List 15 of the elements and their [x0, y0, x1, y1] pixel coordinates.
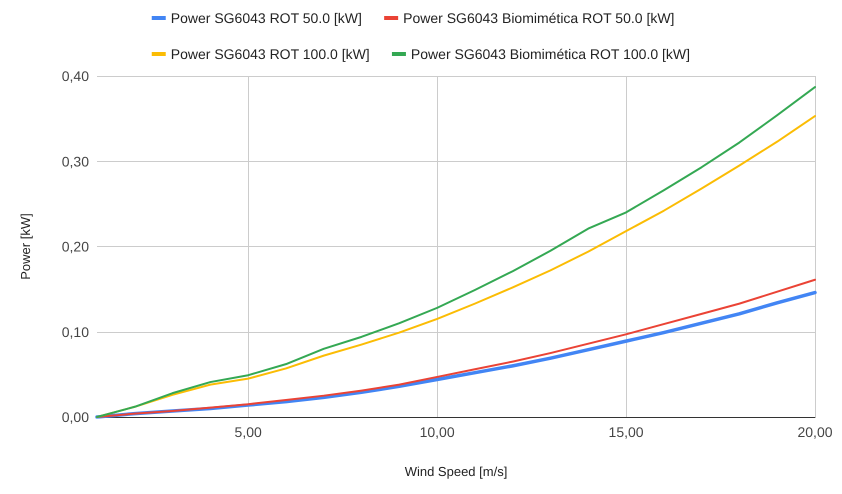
y-axis-title: Power [kW] — [18, 213, 33, 280]
legend-label: Power SG6043 ROT 50.0 [kW] — [170, 10, 362, 26]
x-tick-label: 10,00 — [420, 424, 455, 440]
y-tick-label: 0,40 — [62, 68, 90, 84]
x-tick-label: 5,00 — [234, 424, 262, 440]
y-tick-label: 0,20 — [62, 238, 90, 254]
legend-label: Power SG6043 Biomimética ROT 50.0 [kW] — [403, 10, 674, 26]
y-tick-label: 0,00 — [62, 409, 90, 425]
x-tick-label: 15,00 — [608, 424, 644, 440]
x-axis-title: Wind Speed [m/s] — [404, 464, 508, 479]
y-tick-label: 0,30 — [62, 153, 90, 170]
x-tick-label: 20,00 — [797, 424, 833, 440]
y-tick-label: 0,10 — [62, 324, 90, 340]
legend-label: Power SG6043 ROT 100.0 [kW] — [170, 46, 370, 62]
legend-label: Power SG6043 Biomimética ROT 100.0 [kW] — [410, 46, 690, 62]
